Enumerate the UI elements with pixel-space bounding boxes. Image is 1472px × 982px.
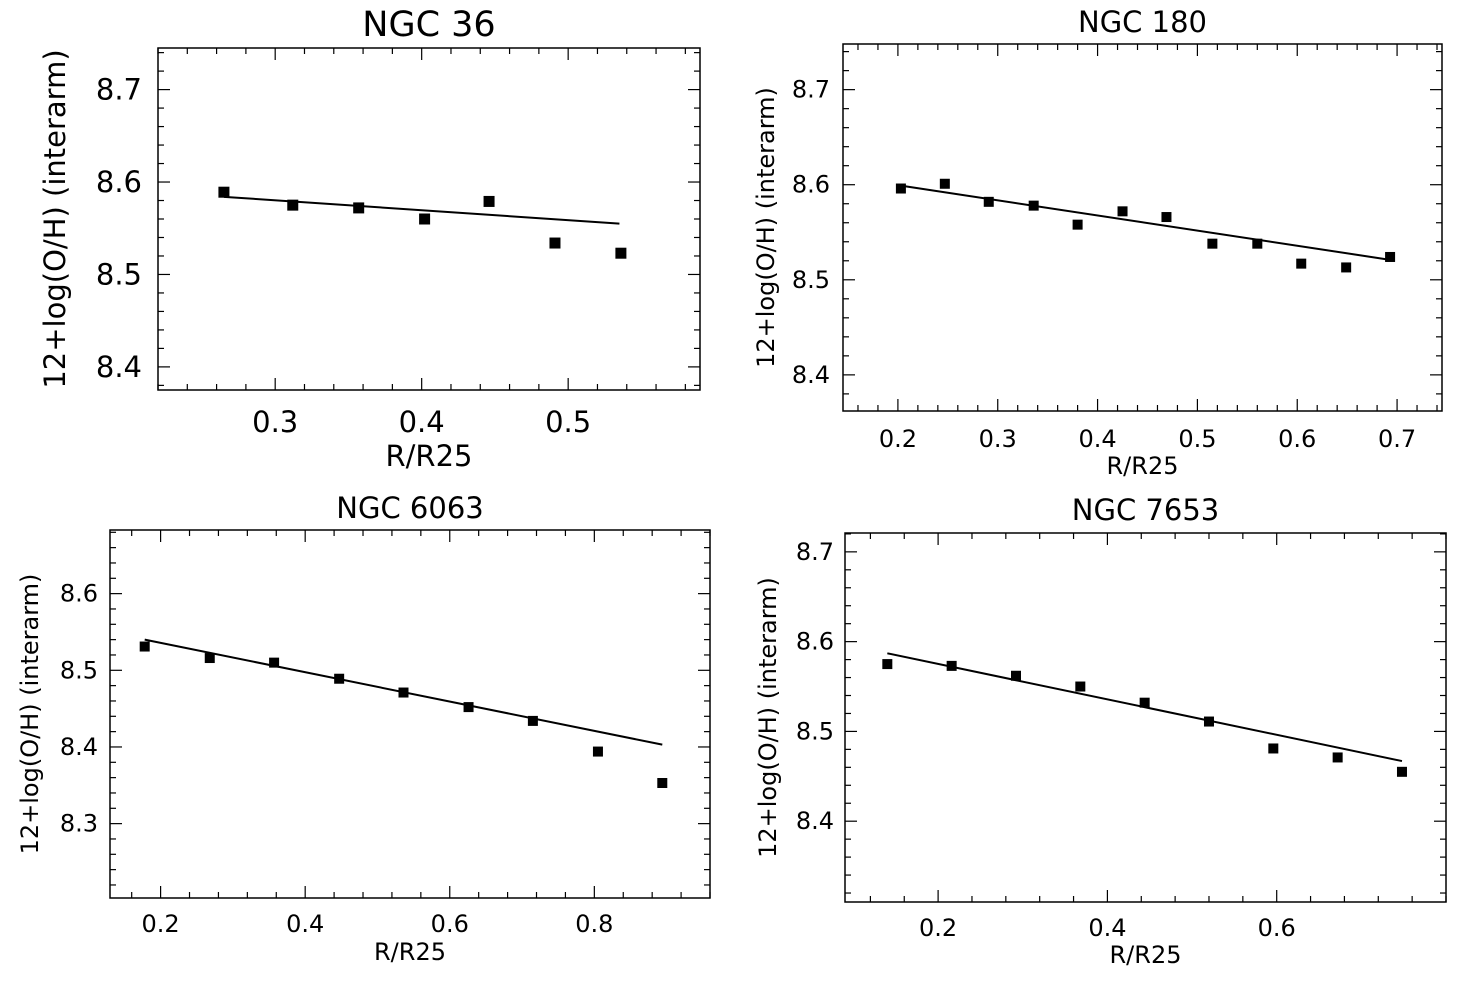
chart-title: NGC 6063 (336, 491, 483, 525)
chart-title: NGC 36 (362, 5, 495, 45)
data-point (1028, 200, 1039, 211)
chart-title: NGC 7653 (1072, 493, 1219, 527)
data-point (1075, 681, 1086, 692)
data-point (218, 186, 230, 198)
x-tick-label: 0.2 (142, 910, 180, 938)
data-point (1296, 258, 1307, 269)
data-point (269, 657, 280, 668)
data-point (139, 641, 150, 652)
plot-frame (842, 43, 1443, 412)
data-point (1207, 238, 1218, 249)
chart-panel-0: 0.3 0.4 0.5 8.4 8.5 8.6 8.7 NGC 36 R/R25 12+log(O… (38, 5, 701, 473)
y-axis-label: 12+log(O/H) (interarm) (16, 574, 44, 855)
data-point (398, 687, 409, 698)
data-point (983, 196, 994, 207)
x-tick-label: 0.6 (1278, 425, 1316, 453)
x-tick-label: 0.8 (575, 910, 613, 938)
y-tick-label: 8.7 (792, 76, 830, 104)
y-tick-label: 8.5 (792, 266, 830, 294)
y-tick-label: 8.4 (96, 350, 142, 384)
y-tick-label: 8.5 (796, 717, 834, 745)
data-point (1139, 697, 1150, 708)
data-point (1117, 206, 1128, 217)
y-axis-label: 12+log(O/H) (interarm) (38, 49, 72, 388)
x-tick-label: 0.6 (1258, 914, 1296, 942)
data-point (1268, 743, 1279, 754)
y-tick-label: 8.7 (796, 538, 834, 566)
y-tick-label: 8.5 (60, 656, 98, 684)
x-tick-label: 0.2 (919, 914, 957, 942)
x-axis-label: R/R25 (374, 938, 446, 966)
y-tick-label: 8.4 (60, 733, 98, 761)
x-tick-label: 0.6 (431, 910, 469, 938)
y-tick-label: 8.7 (96, 73, 142, 107)
data-point (939, 178, 950, 189)
y-tick-label: 8.4 (792, 361, 830, 389)
x-axis-label: R/R25 (1107, 452, 1179, 480)
y-tick-label: 8.4 (796, 807, 834, 835)
x-tick-label: 0.4 (399, 405, 445, 439)
data-point (882, 659, 893, 670)
data-point (334, 673, 345, 684)
x-axis-label: R/R25 (386, 439, 473, 473)
data-point (1072, 219, 1083, 230)
data-point (287, 199, 299, 211)
data-point (204, 653, 215, 664)
data-point (592, 746, 603, 757)
data-point (527, 715, 538, 726)
x-tick-label: 0.4 (1078, 425, 1116, 453)
data-point (483, 195, 495, 207)
chart-panel-3: 0.2 0.4 0.6 8.4 8.5 8.6 8.7 NGC 7653 R/R25 12+log… (754, 493, 1447, 969)
y-tick-label: 8.6 (96, 165, 142, 199)
x-tick-label: 0.7 (1378, 425, 1416, 453)
x-tick-label: 0.4 (286, 910, 324, 938)
x-axis-label: R/R25 (1110, 941, 1182, 969)
data-point (1385, 251, 1396, 262)
x-tick-label: 0.2 (879, 425, 917, 453)
data-point (419, 213, 431, 225)
data-point (1161, 212, 1172, 223)
data-point (1252, 238, 1263, 249)
y-tick-label: 8.6 (60, 580, 98, 608)
data-point (615, 247, 627, 259)
data-point (946, 660, 957, 671)
data-point (549, 237, 561, 249)
data-point (657, 778, 668, 788)
x-tick-label: 0.4 (1088, 914, 1126, 942)
x-tick-label: 0.5 (545, 405, 591, 439)
data-point (895, 183, 906, 194)
plot-frame (109, 529, 711, 899)
x-tick-label: 0.3 (979, 425, 1017, 453)
y-tick-label: 8.6 (792, 171, 830, 199)
x-tick-label: 0.3 (252, 405, 298, 439)
y-axis-label: 12+log(O/H) (interarm) (754, 577, 782, 858)
data-point (1332, 752, 1343, 763)
plot-frame (844, 532, 1447, 903)
x-tick-label: 0.5 (1178, 425, 1216, 453)
y-tick-label: 8.6 (796, 628, 834, 656)
data-point (1010, 670, 1021, 681)
data-point (1203, 716, 1214, 727)
data-point (1341, 262, 1352, 273)
data-point (1396, 766, 1407, 777)
y-axis-label: 12+log(O/H) (interarm) (752, 87, 780, 368)
fit-line (900, 184, 1391, 261)
data-point (463, 702, 474, 713)
chart-title: NGC 180 (1078, 5, 1207, 39)
chart-panel-1: 0.2 0.3 0.4 0.5 0.6 0.7 8.4 8.5 8.6 8.7 NGC 180 R/R… (752, 5, 1443, 480)
y-tick-label: 8.5 (96, 257, 142, 291)
data-point (353, 202, 365, 214)
y-tick-label: 8.3 (60, 810, 98, 838)
chart-panel-2: 0.2 0.4 0.6 0.8 8.3 8.4 8.5 8.6 NGC 6063 R/R25 12+… (16, 491, 711, 966)
